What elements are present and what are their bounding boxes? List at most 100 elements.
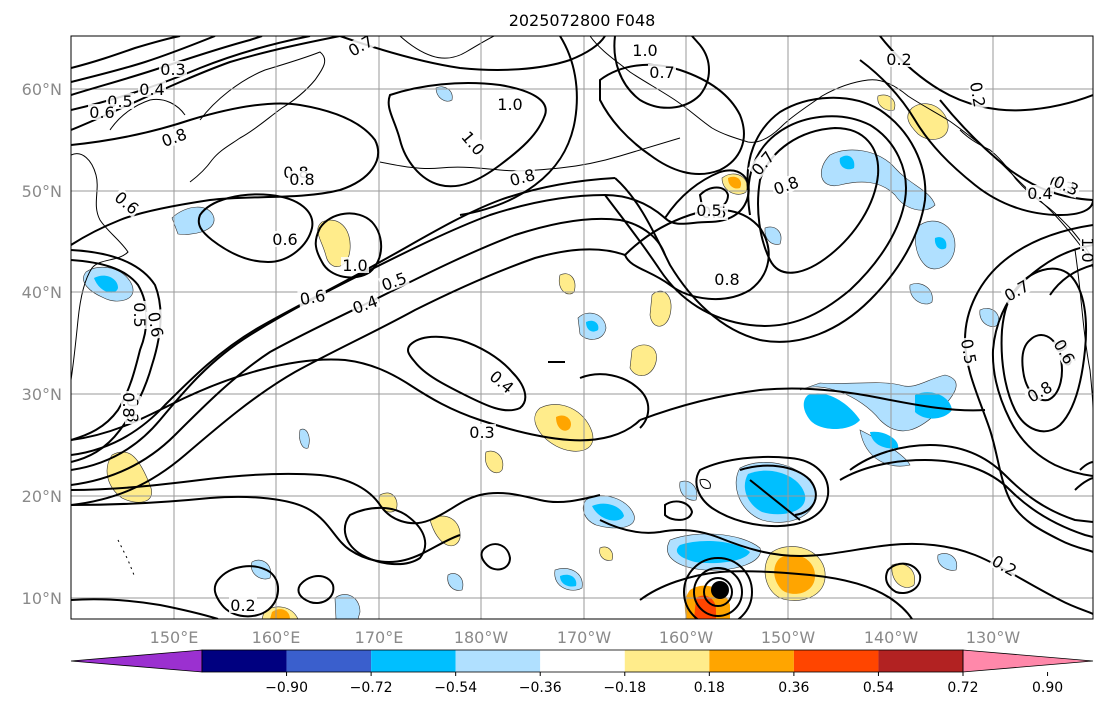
lon-label: 160°W <box>659 628 714 647</box>
colorbar-extend-high <box>962 649 1094 673</box>
shade-negative <box>915 220 956 270</box>
contour-line <box>639 387 986 421</box>
shade-negative <box>937 553 958 571</box>
colorbar-tick-label: 0.54 <box>863 680 894 696</box>
contour-line <box>71 495 461 563</box>
contour-label: 0.6 <box>272 230 297 249</box>
shade-negative <box>251 559 272 580</box>
contour-label: 0.2 <box>230 596 255 615</box>
lat-label: 20°N <box>22 487 62 506</box>
shade-negative <box>934 237 947 250</box>
gridlines <box>71 36 1093 619</box>
lat-label: 40°N <box>22 283 62 302</box>
contour-line <box>849 443 1093 523</box>
contour-label: 0.5 <box>696 201 721 220</box>
contour-label: 1.0 <box>342 256 367 275</box>
colorbar-segment <box>286 650 372 672</box>
shade-negative <box>586 320 599 332</box>
shade-positive <box>484 450 504 474</box>
contour-label: 0.4 <box>1027 184 1052 203</box>
shade-negative <box>94 275 118 293</box>
lon-label: 170°E <box>355 628 404 647</box>
colorbar-segment <box>878 650 963 672</box>
contour-line <box>639 570 913 619</box>
contour-line <box>757 126 880 274</box>
colorbar-tick-label: −0.90 <box>265 680 308 696</box>
map-frame <box>70 35 1094 620</box>
contour-line <box>71 248 626 506</box>
contour-line <box>613 36 710 109</box>
contour-line <box>71 598 219 619</box>
colorbar-tick-label: −0.36 <box>519 680 562 696</box>
shade-negative <box>592 503 624 521</box>
shade-positive <box>106 451 152 503</box>
shade-positive <box>728 176 742 189</box>
contour-line <box>683 557 753 619</box>
lat-label: 30°N <box>22 385 62 404</box>
coastline-kamchatka <box>189 51 326 183</box>
contour-line <box>343 506 427 566</box>
colorbar-segment <box>202 650 287 672</box>
colorbar-tick-label: 0.18 <box>694 680 725 696</box>
coastline-alaska <box>589 36 1093 271</box>
lon-label: 170°W <box>557 628 612 647</box>
coastline-asia <box>71 153 129 381</box>
shade-negative <box>435 86 453 102</box>
contour-line <box>71 36 181 69</box>
shade-negative <box>803 393 860 429</box>
contour-line <box>693 567 743 617</box>
contour-line <box>963 224 1093 553</box>
figure-title: 2025072800 F048 <box>509 11 656 30</box>
colorbar: −0.90 −0.72 −0.54 −0.36 −0.18 0.18 0.36 0.54 0.7… <box>70 649 1094 696</box>
contour-line <box>1021 334 1063 402</box>
center-marker <box>711 581 729 599</box>
contour-label: 0.8 <box>714 270 739 289</box>
lon-label: 160°E <box>252 628 301 647</box>
contour-line <box>71 217 666 486</box>
colorbar-segment <box>455 650 541 672</box>
shade-negative <box>299 428 310 449</box>
contour-label: 0.7 <box>649 63 674 82</box>
shade-negative <box>909 283 933 305</box>
lon-label: 140°W <box>864 628 919 647</box>
shade-negative <box>447 573 464 591</box>
contour-label: 0.6 <box>89 103 114 122</box>
lat-label: 50°N <box>22 182 62 201</box>
shade-positive <box>556 415 571 431</box>
contour-label: 1.0 <box>632 41 657 60</box>
contour-line <box>71 259 148 441</box>
contour-line <box>71 36 216 83</box>
contour-line <box>604 115 907 327</box>
colorbar-tick-label: −0.54 <box>434 680 477 696</box>
contour-line <box>297 575 335 604</box>
colorbar-tick-label: 0.36 <box>778 680 809 696</box>
lon-label: 180°W <box>454 628 509 647</box>
contour-line <box>885 562 922 594</box>
colorbar-segment <box>709 650 794 672</box>
colorbar-tick-label: 0.90 <box>1032 680 1063 696</box>
contour-line <box>623 208 770 301</box>
contour-line <box>314 212 383 279</box>
contour-line <box>695 455 830 528</box>
contour-label: 1.0 <box>497 95 522 114</box>
lon-label: 130°W <box>966 628 1021 647</box>
shade-negative <box>334 594 361 619</box>
shade-negative <box>915 392 952 419</box>
shade-negative <box>560 574 577 587</box>
contour-line <box>599 519 1093 615</box>
contour-label: 0.2 <box>966 80 989 108</box>
contour-line <box>739 464 817 516</box>
shade-negative <box>764 226 782 245</box>
contour-line <box>939 99 1093 201</box>
contour-label: 0.3 <box>469 423 494 442</box>
contour-line <box>71 249 162 463</box>
colorbar-segment <box>371 650 456 672</box>
shade-negative <box>676 540 750 564</box>
colorbar-extend-low <box>70 649 203 673</box>
colorbar-frame <box>201 649 964 673</box>
shade-negative <box>839 155 855 170</box>
contour-label: 0.3 <box>160 60 185 79</box>
contour-line <box>664 500 694 521</box>
shade-positive <box>907 103 949 140</box>
